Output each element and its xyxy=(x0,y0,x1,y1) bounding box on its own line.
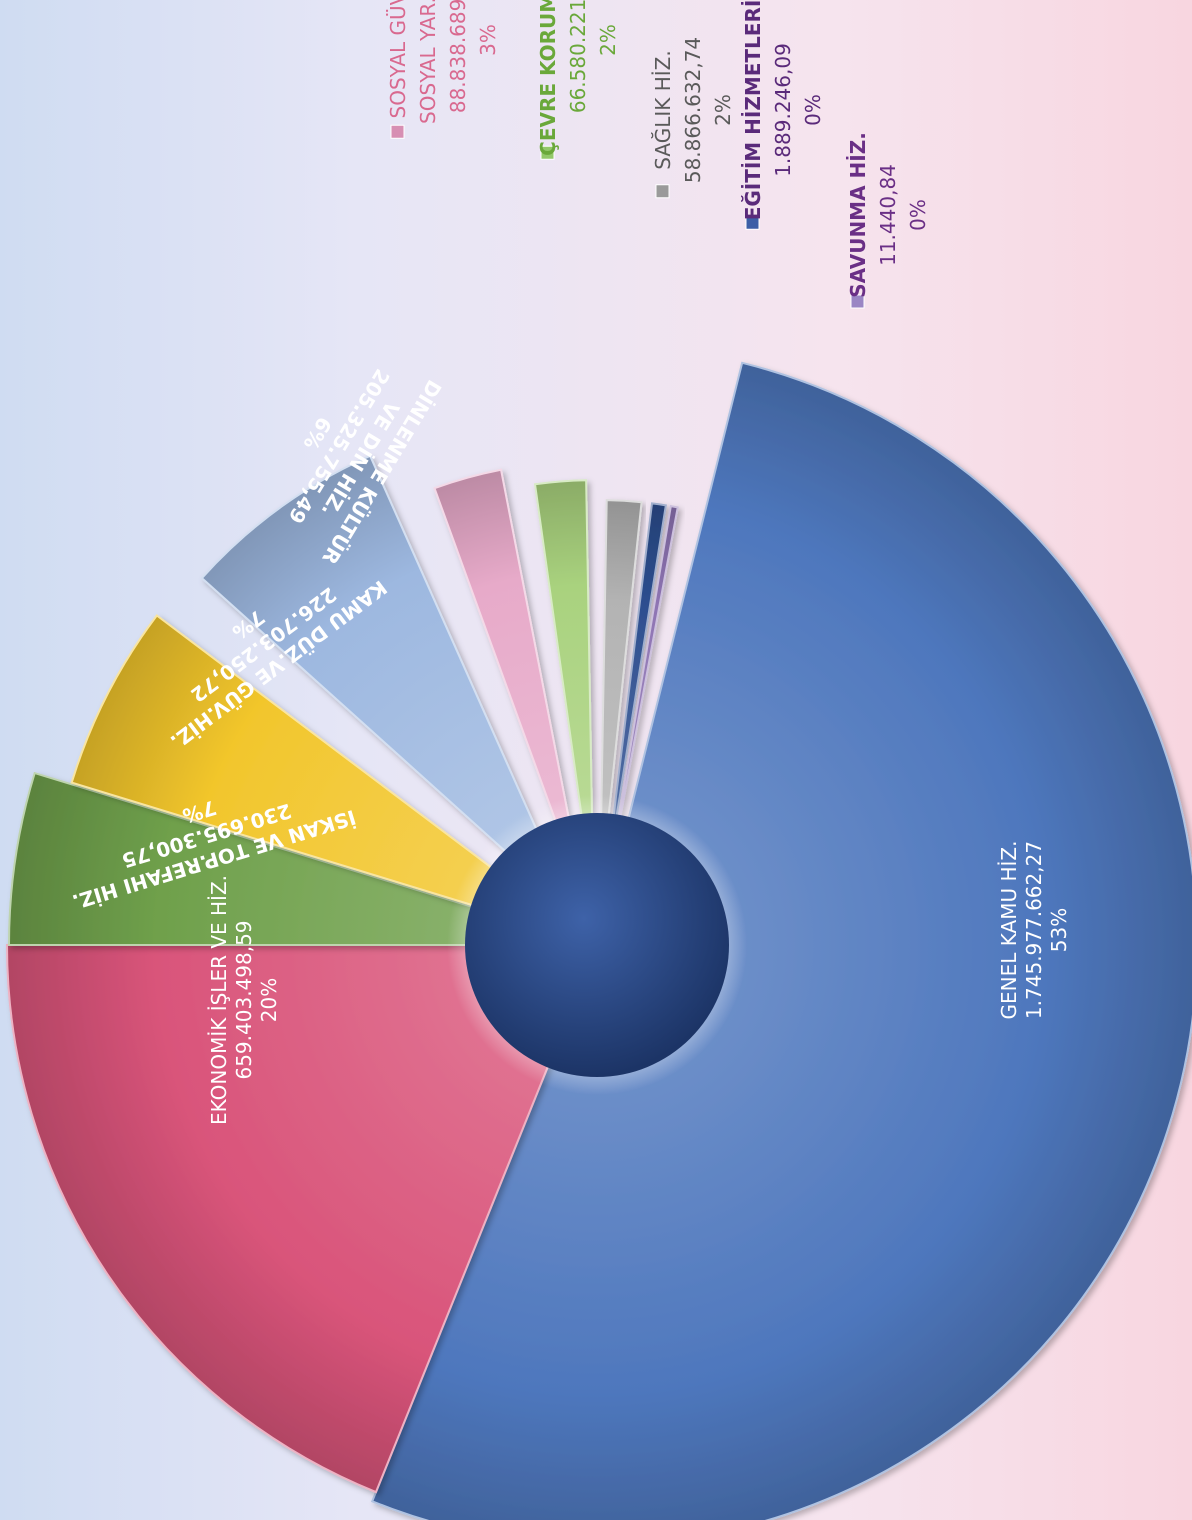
legend-marker-savunma xyxy=(850,294,865,309)
legend-item-savunma: SAVUNMA HİZ. 11.440,84 0% xyxy=(846,132,930,309)
slice-0 xyxy=(370,361,1192,1520)
legend-item-cevre: ÇEVRE KORUMA HİZ. 66.580.221,85 2% xyxy=(536,0,620,160)
legend-saglik-line-0: SAĞLIK HİZ. xyxy=(651,50,675,169)
slice-label-1-line-1: 659.403.498,59 xyxy=(232,920,256,1079)
legend-text-savunma: SAVUNMA HİZ. 11.440,84 0% xyxy=(846,132,930,298)
slice-label-1: EKONOMİK İŞLER VE HİZ.659.403.498,5920% xyxy=(207,875,281,1125)
legend-item-sosyal: SOSYAL GÜV.VE SOSYAL YAR.HİZ. 88.838.689,1… xyxy=(386,0,500,139)
slice-5 xyxy=(433,468,586,902)
legend-egitim-line-1: 1.889.246,09 xyxy=(771,43,795,177)
slice-label-1-line-0: EKONOMİK İŞLER VE HİZ. xyxy=(207,875,231,1125)
legend-cevre-line-1: 66.580.221,85 xyxy=(566,0,590,113)
slice-6 xyxy=(533,479,595,901)
slice-label-0: GENEL KAMU HİZ.1.745.977.662,2753% xyxy=(997,841,1071,1020)
legend: SOSYAL GÜV.VE SOSYAL YAR.HİZ. 88.838.689,1… xyxy=(386,0,930,309)
legend-text-saglik: SAĞLIK HİZ. 58.866.632,74 2% xyxy=(651,37,735,183)
legend-egitim-line-2: 0% xyxy=(801,94,825,126)
legend-savunma-line-0: SAVUNMA HİZ. xyxy=(846,132,870,298)
legend-cevre-line-2: 2% xyxy=(596,24,620,56)
slice-1 xyxy=(5,944,599,1494)
legend-marker-saglik xyxy=(655,184,670,199)
pie-slices xyxy=(5,361,1192,1520)
legend-sosyal-line-3: 3% xyxy=(476,24,500,56)
legend-item-saglik: SAĞLIK HİZ. 58.866.632,74 2% xyxy=(651,37,735,199)
legend-item-egitim: EĞİTİM HİZMETLERİ 1.889.246,09 0% xyxy=(741,0,825,230)
slice-2 xyxy=(7,771,598,946)
legend-marker-sosyal xyxy=(390,124,405,139)
legend-marker-cevre xyxy=(540,145,555,160)
legend-savunma-line-2: 0% xyxy=(906,199,930,231)
legend-saglik-line-2: 2% xyxy=(711,94,735,126)
legend-sosyal-line-1: SOSYAL YAR.HİZ. xyxy=(416,0,440,124)
legend-text-sosyal: SOSYAL GÜV.VE SOSYAL YAR.HİZ. 88.838.689,1… xyxy=(386,0,500,124)
slice-label-0-line-0: GENEL KAMU HİZ. xyxy=(997,841,1021,1020)
legend-marker-egitim xyxy=(745,215,760,230)
legend-text-cevre: ÇEVRE KORUMA HİZ. 66.580.221,85 2% xyxy=(536,0,620,156)
slice-label-1-line-2: 20% xyxy=(257,978,281,1022)
legend-egitim-line-0: EĞİTİM HİZMETLERİ xyxy=(741,0,765,220)
legend-saglik-line-1: 58.866.632,74 xyxy=(681,37,705,183)
slice-4 xyxy=(200,454,575,914)
slice-label-0-line-2: 53% xyxy=(1047,908,1071,952)
legend-sosyal-line-0: SOSYAL GÜV.VE xyxy=(386,0,410,118)
slice-label-0-line-1: 1.745.977.662,27 xyxy=(1022,841,1046,1019)
slice-3 xyxy=(70,614,589,942)
legend-cevre-line-0: ÇEVRE KORUMA HİZ. xyxy=(536,0,560,156)
donut-hole xyxy=(465,813,729,1077)
legend-savunma-line-1: 11.440,84 xyxy=(876,164,900,266)
legend-text-egitim: EĞİTİM HİZMETLERİ 1.889.246,09 0% xyxy=(741,0,825,220)
legend-sosyal-line-2: 88.838.689,17 xyxy=(446,0,470,113)
